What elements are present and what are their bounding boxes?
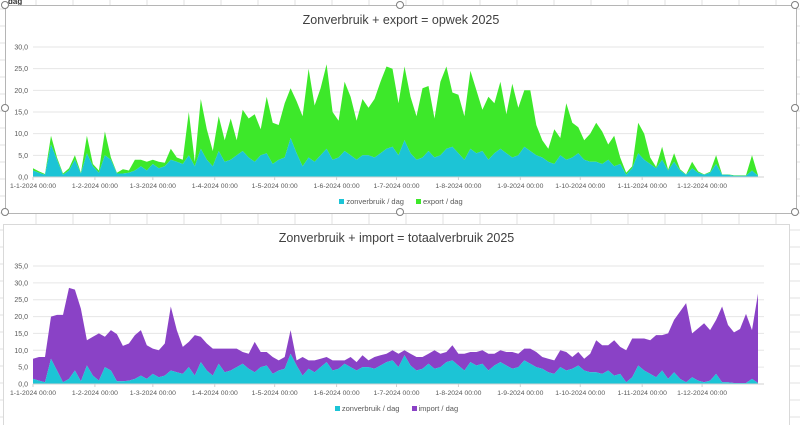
legend-item-zonverbruik: zonverbruik / dag (334, 404, 400, 413)
chart-legend: zonverbruik / dag import / dag (4, 404, 789, 413)
resize-handle-top-left[interactable] (1, 1, 9, 9)
legend-swatch (334, 405, 340, 411)
x-tick-label: 1-3-2024 00:00 (130, 390, 176, 397)
y-tick-label: 5,0 (18, 153, 28, 160)
chart-plot: 0,0 5,0 10,0 15,0 20,0 25,0 30,0 35,0 1-1-2024 0… (10, 264, 764, 397)
y-tick-label: 35,0 (14, 264, 28, 271)
area-series-import (33, 287, 758, 383)
x-tick-label: 1-7-2024 00:00 (373, 183, 419, 190)
y-tick-label: 10,0 (14, 348, 28, 355)
legend-label: export / dag (423, 197, 463, 206)
x-tick-label: 1-4-2024 00:00 (192, 183, 238, 190)
legend-label: import / dag (418, 404, 459, 413)
area-series-zonverbruik (33, 353, 758, 384)
x-tick-label: 1-2-2024 00:00 (72, 390, 118, 397)
x-tick-label: 1-8-2024 00:00 (435, 183, 481, 190)
y-tick-label: 0,0 (18, 175, 28, 182)
y-tick-label: 10,0 (14, 131, 28, 138)
x-tick-label: 1-5-2024 00:00 (252, 390, 298, 397)
y-tick-label: 15,0 (14, 110, 28, 117)
legend-item-import: import / dag (411, 404, 459, 413)
chart-plot: 0,0 5,0 10,0 15,0 20,0 25,0 30,0 1-1-2024 00:00… (10, 45, 764, 190)
x-tick-label: 1-11-2024 00:00 (617, 183, 667, 190)
x-tick-label: 1-7-2024 00:00 (373, 390, 419, 397)
y-tick-label: 5,0 (18, 365, 28, 372)
y-tick-label: 0,0 (18, 382, 28, 389)
x-tick-label: 1-10-2024 00:00 (555, 183, 605, 190)
x-tick-label: 1-10-2024 00:00 (555, 390, 605, 397)
y-tick-label: 30,0 (14, 280, 28, 287)
chart-title: Zonverbruik + export = opwek 2025 (302, 13, 500, 27)
chart-totaalverbruik[interactable]: Zonverbruik + import = totaalverbruik 20… (3, 224, 790, 425)
y-tick-label: 20,0 (14, 314, 28, 321)
x-tick-label: 1-12-2024 00:00 (677, 390, 727, 397)
resize-handle-top-middle[interactable] (396, 1, 404, 9)
y-tick-label: 25,0 (14, 66, 28, 73)
x-tick-label: 1-9-2024 00:00 (497, 183, 543, 190)
resize-handle-middle-right[interactable] (791, 104, 799, 112)
resize-handle-bottom-middle[interactable] (396, 208, 404, 216)
chart-opwek[interactable]: Zonverbruik + export = opwek 2025 0,0 5,0… (5, 5, 797, 214)
legend-swatch (416, 198, 422, 204)
x-tick-label: 1-3-2024 00:00 (130, 183, 176, 190)
resize-handle-middle-left[interactable] (1, 104, 9, 112)
cell-text-fragment: dag (8, 0, 23, 6)
resize-handle-bottom-left[interactable] (1, 208, 9, 216)
legend-label: zonverbruik / dag (341, 404, 400, 413)
x-tick-label: 1-9-2024 00:00 (497, 390, 543, 397)
x-tick-label: 1-4-2024 00:00 (192, 390, 238, 397)
y-tick-label: 20,0 (14, 88, 28, 95)
chart-title: Zonverbruik + import = totaalverbruik 20… (278, 231, 515, 245)
x-tick-label: 1-2-2024 00:00 (72, 183, 118, 190)
y-tick-label: 25,0 (14, 297, 28, 304)
chart-legend: zonverbruik / dag export / dag (6, 197, 796, 206)
x-tick-label: 1-8-2024 00:00 (435, 390, 481, 397)
x-tick-label: 1-1-2024 00:00 (10, 390, 56, 397)
legend-item-export: export / dag (416, 197, 463, 206)
area-series-export (33, 64, 758, 176)
area-series-zonverbruik (33, 138, 758, 177)
resize-handle-bottom-right[interactable] (791, 208, 799, 216)
x-tick-label: 1-11-2024 00:00 (617, 390, 667, 397)
x-tick-label: 1-6-2024 00:00 (314, 390, 360, 397)
x-tick-label: 1-12-2024 00:00 (677, 183, 727, 190)
x-tick-label: 1-5-2024 00:00 (252, 183, 298, 190)
y-tick-label: 30,0 (14, 45, 28, 52)
legend-item-zonverbruik: zonverbruik / dag (339, 197, 404, 206)
legend-swatch (411, 405, 417, 411)
legend-label: zonverbruik / dag (346, 197, 404, 206)
resize-handle-top-right[interactable] (791, 1, 799, 9)
legend-swatch (339, 198, 345, 204)
y-tick-label: 15,0 (14, 331, 28, 338)
x-tick-label: 1-1-2024 00:00 (10, 183, 56, 190)
x-tick-label: 1-6-2024 00:00 (314, 183, 360, 190)
